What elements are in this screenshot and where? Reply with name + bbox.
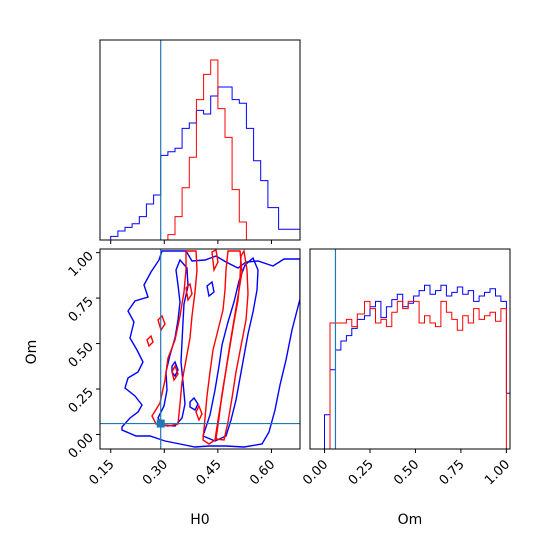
red-blob-5: [171, 364, 179, 382]
om-histograms: [310, 284, 511, 450]
blue-blob-1: [189, 396, 199, 411]
joint-frame: [99, 248, 301, 450]
red-blob-1: [146, 334, 154, 348]
blue-left-contour: [157, 258, 189, 427]
red-blob-6: [195, 404, 203, 422]
om-marginal-frame: [309, 248, 511, 450]
truth-point-marker: [156, 419, 165, 428]
red-right-contour: [215, 249, 249, 441]
om-red-histogram: [310, 300, 510, 450]
h0-axis-label: H0: [190, 512, 209, 528]
h0-marginal-panel: [99, 39, 301, 244]
red-contours: [146, 249, 249, 445]
om-blue-histogram: [310, 284, 511, 450]
blue-right-contour: [202, 256, 259, 442]
blue-blob-3: [206, 280, 215, 298]
h0-marginal-x-ticks: [110, 240, 272, 244]
red-blob-3: [185, 282, 193, 302]
h0-marginal-frame: [99, 39, 301, 241]
om-y-axis-label: Om: [24, 340, 40, 365]
om-x-axis-label: Om: [398, 512, 423, 528]
blue-contours: [121, 250, 300, 448]
blue-outer-contour: [121, 250, 300, 448]
red-blob-4: [211, 249, 219, 273]
red-outer-contour: [151, 250, 198, 427]
h0-blue-histogram: [100, 86, 301, 241]
